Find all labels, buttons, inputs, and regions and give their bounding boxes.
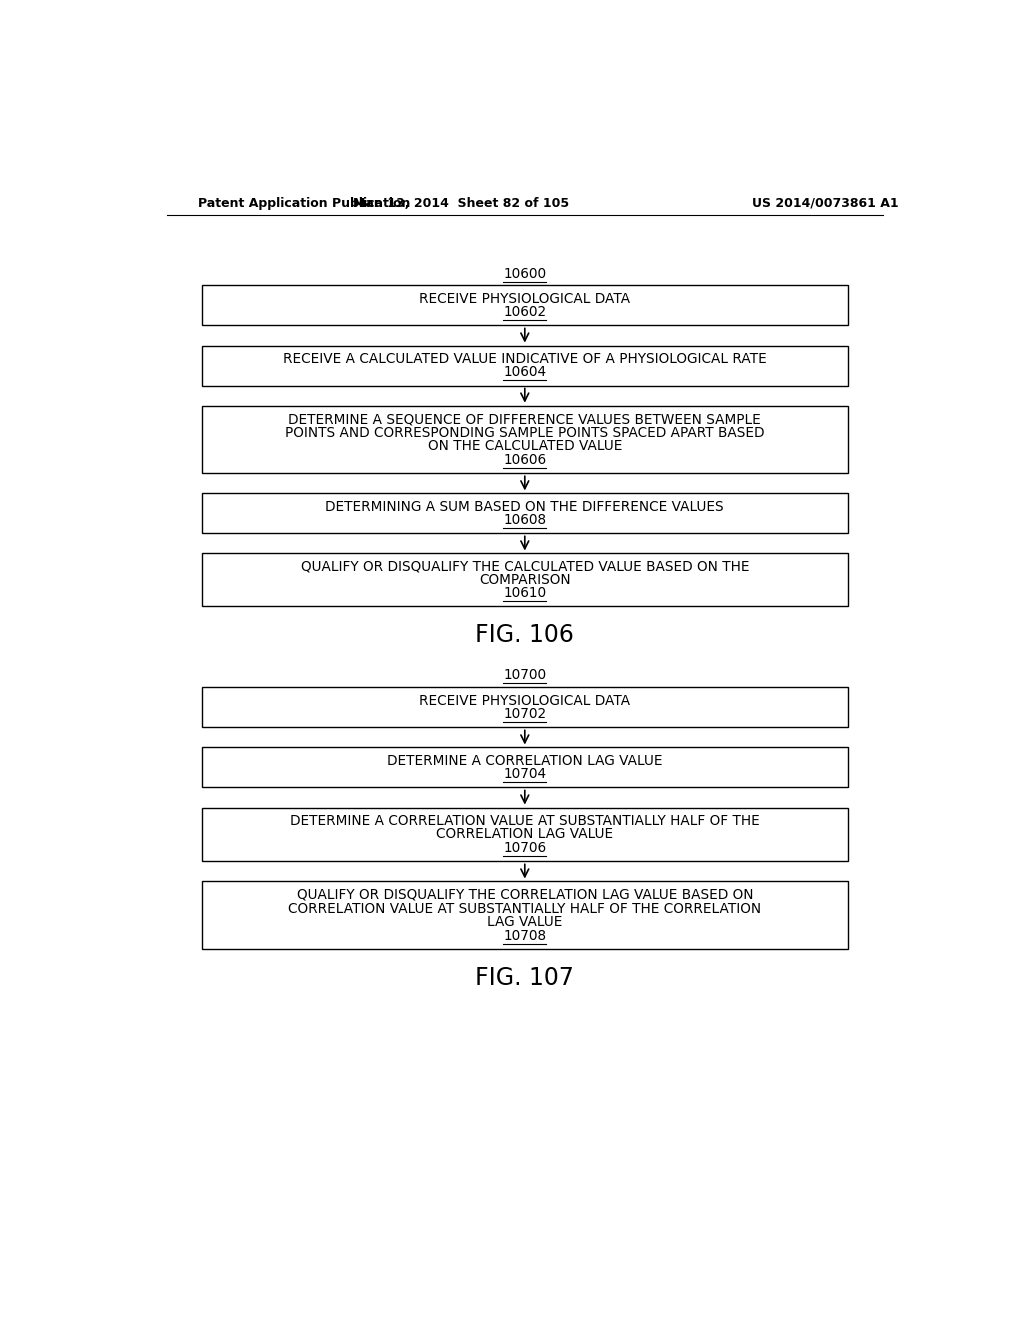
- Bar: [202, 285, 848, 326]
- Text: LAG VALUE: LAG VALUE: [487, 915, 562, 929]
- Text: RECEIVE PHYSIOLOGICAL DATA: RECEIVE PHYSIOLOGICAL DATA: [419, 694, 631, 708]
- Text: QUALIFY OR DISQUALIFY THE CALCULATED VALUE BASED ON THE: QUALIFY OR DISQUALIFY THE CALCULATED VAL…: [301, 560, 749, 573]
- Text: CORRELATION LAG VALUE: CORRELATION LAG VALUE: [436, 828, 613, 841]
- Text: 10706: 10706: [503, 841, 547, 855]
- Text: RECEIVE PHYSIOLOGICAL DATA: RECEIVE PHYSIOLOGICAL DATA: [419, 292, 631, 306]
- Bar: [202, 882, 848, 949]
- Text: FIG. 107: FIG. 107: [475, 966, 574, 990]
- Text: QUALIFY OR DISQUALIFY THE CORRELATION LAG VALUE BASED ON: QUALIFY OR DISQUALIFY THE CORRELATION LA…: [297, 888, 753, 902]
- Bar: [202, 494, 848, 533]
- Text: 10608: 10608: [503, 513, 547, 527]
- Bar: [202, 747, 848, 788]
- Bar: [202, 346, 848, 385]
- Text: RECEIVE A CALCULATED VALUE INDICATIVE OF A PHYSIOLOGICAL RATE: RECEIVE A CALCULATED VALUE INDICATIVE OF…: [283, 352, 767, 366]
- Text: DETERMINE A SEQUENCE OF DIFFERENCE VALUES BETWEEN SAMPLE: DETERMINE A SEQUENCE OF DIFFERENCE VALUE…: [289, 412, 761, 426]
- Text: COMPARISON: COMPARISON: [479, 573, 570, 586]
- Text: 10704: 10704: [503, 767, 547, 781]
- Text: Patent Application Publication: Patent Application Publication: [198, 197, 411, 210]
- Text: 10606: 10606: [503, 453, 547, 467]
- Text: 10610: 10610: [503, 586, 547, 599]
- Text: 10602: 10602: [503, 305, 547, 319]
- Text: DETERMINE A CORRELATION VALUE AT SUBSTANTIALLY HALF OF THE: DETERMINE A CORRELATION VALUE AT SUBSTAN…: [290, 814, 760, 828]
- Text: US 2014/0073861 A1: US 2014/0073861 A1: [753, 197, 899, 210]
- Text: Mar. 13, 2014  Sheet 82 of 105: Mar. 13, 2014 Sheet 82 of 105: [353, 197, 569, 210]
- Bar: [202, 553, 848, 606]
- Text: POINTS AND CORRESPONDING SAMPLE POINTS SPACED APART BASED: POINTS AND CORRESPONDING SAMPLE POINTS S…: [285, 425, 765, 440]
- Text: DETERMINE A CORRELATION LAG VALUE: DETERMINE A CORRELATION LAG VALUE: [387, 754, 663, 768]
- Text: 10600: 10600: [503, 267, 547, 281]
- Text: 10604: 10604: [503, 366, 547, 379]
- Text: CORRELATION VALUE AT SUBSTANTIALLY HALF OF THE CORRELATION: CORRELATION VALUE AT SUBSTANTIALLY HALF …: [288, 902, 762, 916]
- Text: FIG. 106: FIG. 106: [475, 623, 574, 647]
- Text: 10702: 10702: [503, 708, 547, 721]
- Text: 10700: 10700: [503, 668, 547, 682]
- Bar: [202, 688, 848, 727]
- Bar: [202, 405, 848, 474]
- Text: 10708: 10708: [503, 929, 547, 942]
- Text: ON THE CALCULATED VALUE: ON THE CALCULATED VALUE: [428, 440, 622, 453]
- Bar: [202, 808, 848, 862]
- Text: DETERMINING A SUM BASED ON THE DIFFERENCE VALUES: DETERMINING A SUM BASED ON THE DIFFERENC…: [326, 500, 724, 513]
